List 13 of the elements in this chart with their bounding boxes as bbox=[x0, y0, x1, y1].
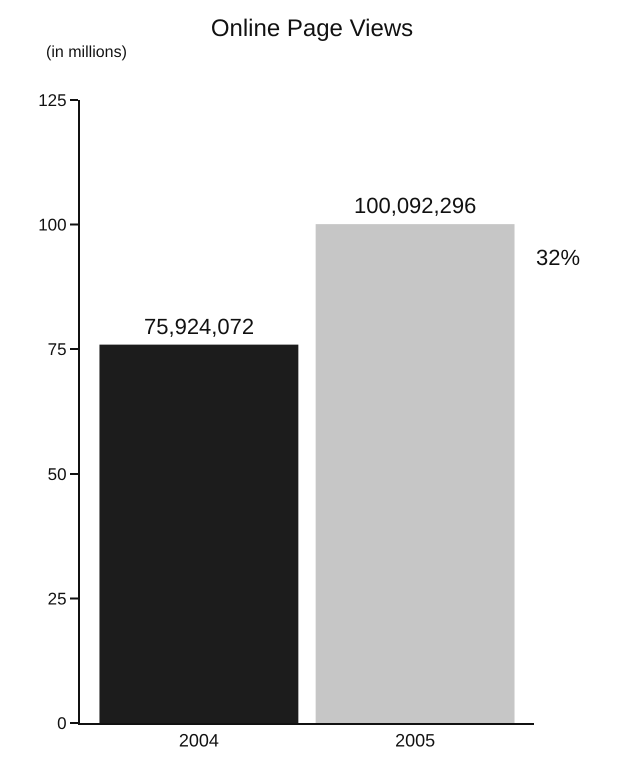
x-tick-label: 2004 bbox=[178, 730, 219, 751]
y-tick-label: 100 bbox=[38, 216, 67, 235]
chart-title: Online Page Views bbox=[210, 15, 414, 42]
y-tick-label: 25 bbox=[48, 589, 67, 608]
y-tick-label: 0 bbox=[57, 714, 67, 733]
y-tick-label: 50 bbox=[48, 464, 67, 484]
text: 32% bbox=[536, 245, 580, 270]
x-tick-label: 2005 bbox=[395, 730, 436, 751]
y-tick-label: 75 bbox=[48, 340, 67, 360]
annotation: 75,924,072 bbox=[144, 314, 254, 339]
y-axis-title: (in millions) bbox=[46, 44, 127, 61]
y-tick-label: 125 bbox=[38, 90, 67, 110]
annotation: 100,092,296 bbox=[354, 193, 476, 218]
